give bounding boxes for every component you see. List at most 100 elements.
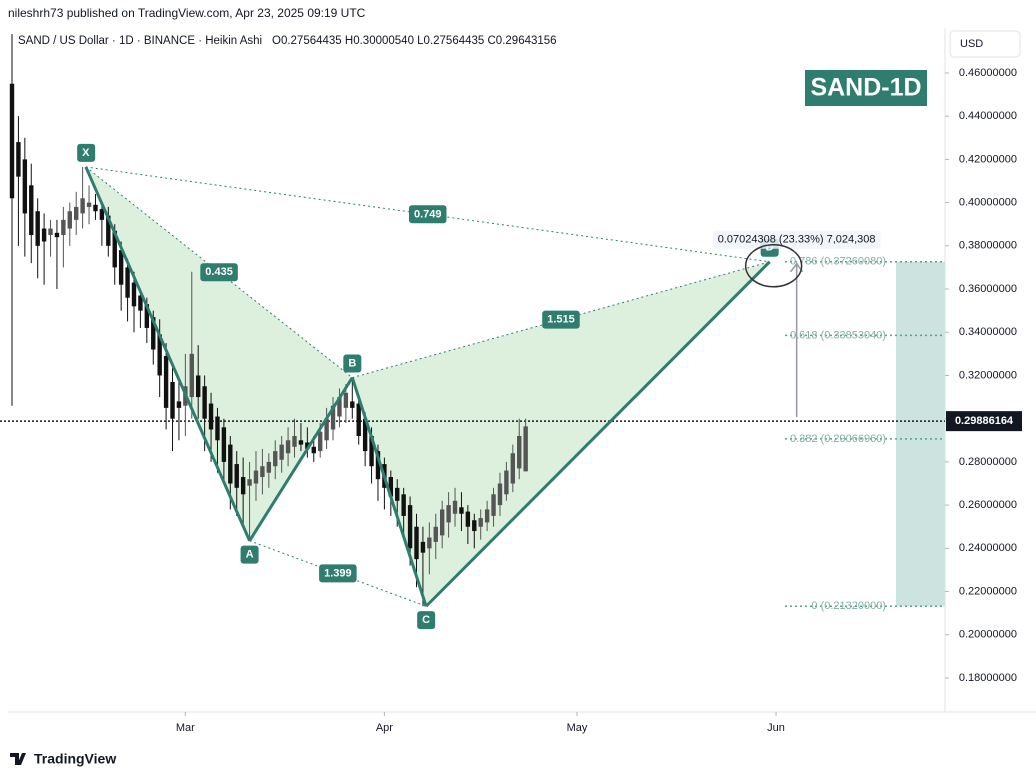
y-tick-label: 0.34000000 xyxy=(959,326,1017,338)
candle-body xyxy=(74,206,79,220)
candle-body xyxy=(414,526,419,560)
y-tick-label: 0.26000000 xyxy=(959,499,1017,511)
point-label-bg xyxy=(417,611,436,630)
candle-body xyxy=(208,403,214,430)
candle-body xyxy=(163,356,169,408)
candle-body xyxy=(324,418,329,441)
candle-body xyxy=(260,466,265,478)
candle-body xyxy=(472,520,477,532)
y-tick-label: 0.40000000 xyxy=(959,197,1017,209)
brand: TradingView xyxy=(34,751,116,767)
candle-body xyxy=(446,505,451,523)
candle-body xyxy=(221,427,227,462)
candle-body xyxy=(356,403,361,436)
ratio-label-text: 1.399 xyxy=(324,567,352,579)
point-label: B xyxy=(343,354,362,373)
candle-body xyxy=(80,198,85,214)
pattern-leg xyxy=(350,377,428,607)
tv-logo xyxy=(10,753,26,765)
candle-body xyxy=(439,509,445,536)
point-label-bg xyxy=(240,545,259,564)
last-price-label: 0.29886164 xyxy=(955,415,1014,427)
candle-body xyxy=(337,397,342,417)
point-label-text: C xyxy=(422,614,430,626)
ratio-label-bg xyxy=(408,205,447,224)
pattern-xab xyxy=(85,166,353,541)
pattern-leg xyxy=(248,376,354,542)
target-circle xyxy=(744,244,803,288)
x-tick-label: Apr xyxy=(376,722,393,734)
candle-body xyxy=(247,479,252,486)
candle-body xyxy=(157,334,162,376)
x-tick-label: May xyxy=(567,722,588,734)
symbol: SAND / US Dollar · 1D · BINANCE · Heikin… xyxy=(18,35,262,47)
ratio-label: 0.435 xyxy=(200,263,238,282)
candle-body xyxy=(510,453,516,484)
ratio-label-text: 1.515 xyxy=(547,314,575,326)
candle-body xyxy=(138,295,143,311)
candle-body xyxy=(362,418,368,452)
fib-label: 0.618 (0.33853040) xyxy=(790,329,886,341)
candle-body xyxy=(151,317,156,350)
ratio-label: 0.749 xyxy=(408,205,447,224)
measure-label-bg xyxy=(712,230,881,249)
y-tick-label: 0.32000000 xyxy=(959,369,1017,381)
y-tick-label: 0.24000000 xyxy=(959,542,1017,554)
candle-body xyxy=(350,401,355,408)
candle-body xyxy=(279,444,284,460)
point-label: C xyxy=(417,611,436,630)
y-tick-label: 0.18000000 xyxy=(959,672,1017,684)
candle-body xyxy=(189,353,194,398)
candle-body xyxy=(478,518,483,527)
chart-title: SAND-1D xyxy=(810,74,921,102)
y-tick-label: 0.28000000 xyxy=(959,456,1017,468)
point-label-text: A xyxy=(246,549,254,561)
candle-body xyxy=(343,392,349,408)
candle-body xyxy=(240,477,246,495)
candle-body xyxy=(330,405,336,430)
pattern-leg xyxy=(425,260,771,608)
y-tick-label: 0.22000000 xyxy=(959,585,1017,597)
candle-body xyxy=(292,435,297,447)
candle-body xyxy=(523,426,528,472)
point-label: A xyxy=(240,545,259,564)
candle-body xyxy=(22,159,28,214)
candle-body xyxy=(285,440,291,454)
ratio-label: 1.399 xyxy=(319,564,357,583)
candle-body xyxy=(202,386,207,419)
candle-body xyxy=(420,541,426,553)
x-tick-label: Mar xyxy=(176,722,195,734)
ratio-label: 1.515 xyxy=(542,310,580,329)
fib-label: 0.382 (0.29066960) xyxy=(790,433,886,445)
pattern-bcd xyxy=(352,261,770,607)
candle-body xyxy=(99,209,105,220)
pattern-ratio-line xyxy=(249,540,427,607)
candle-body xyxy=(215,416,220,441)
candle-body xyxy=(196,375,201,398)
point-label-text: X xyxy=(82,147,90,159)
candle-body xyxy=(369,435,374,467)
candle-body xyxy=(253,470,259,484)
point-label-text: B xyxy=(348,358,356,370)
candle-body xyxy=(452,500,458,514)
publisher: nileshrh73 published on TradingView.com,… xyxy=(8,6,366,20)
candle-body xyxy=(298,440,304,445)
ratio-label-bg xyxy=(200,263,238,282)
measure-label-text: 0.07024308 (23.33%) 7,024,308 xyxy=(718,234,876,246)
candle-body xyxy=(273,451,278,467)
ohlc: O0.27564435 H0.30000540 L0.27564435 C0.2… xyxy=(272,35,557,47)
y-tick-label: 0.38000000 xyxy=(959,240,1017,252)
candle-body xyxy=(228,444,233,484)
currency-box[interactable] xyxy=(949,30,1021,58)
title-bg xyxy=(805,70,927,106)
ratio-label-text: 0.749 xyxy=(414,208,442,220)
candle-body xyxy=(16,142,21,177)
candle-body xyxy=(131,282,137,307)
candle-body xyxy=(61,219,66,236)
candle-body xyxy=(41,228,47,242)
x-tick-label: Jun xyxy=(767,722,785,734)
candle-body xyxy=(427,537,432,549)
y-tick-label: 0.44000000 xyxy=(959,110,1017,122)
candle-body xyxy=(459,507,464,514)
